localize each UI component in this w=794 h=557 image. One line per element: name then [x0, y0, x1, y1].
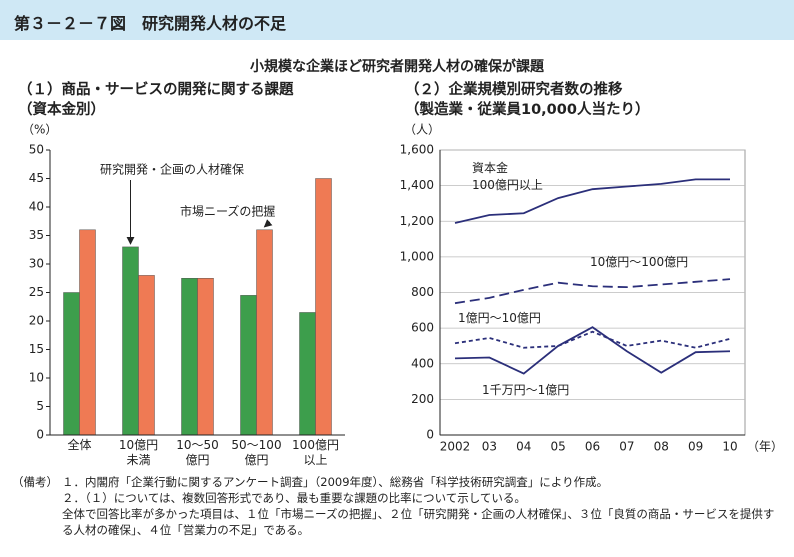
- y-tick-label: 10: [29, 371, 44, 385]
- y-tick-label: 600: [411, 321, 434, 335]
- bar: [256, 229, 273, 436]
- x-tick-label: 全体: [67, 438, 92, 452]
- x-tick-label: 2002: [440, 440, 471, 454]
- bar: [122, 246, 139, 436]
- note-item: １．内閣府「企業行動に関するアンケート調査」（2009年度）、総務省「科学技術研…: [62, 475, 609, 489]
- bar: [197, 278, 214, 436]
- series-label: 10億円～100億円: [590, 255, 689, 269]
- chart-title: （２）企業規模別研究者数の推移 （製造業・従業員10,000人当たり）: [405, 82, 650, 118]
- line-series: [454, 178, 730, 224]
- bar: [79, 229, 96, 436]
- y-tick-label: 800: [411, 285, 434, 299]
- y-tick-label: 1,600: [400, 143, 434, 157]
- y-tick-label: 200: [411, 392, 434, 406]
- line-series: [454, 330, 731, 349]
- bar: [181, 278, 198, 436]
- line-series: [454, 278, 731, 305]
- x-tick-label: 10: [722, 440, 737, 454]
- bar: [138, 275, 155, 436]
- x-tick-label: 50～100 億円: [231, 438, 282, 467]
- header-bar: [0, 0, 794, 40]
- y-tick-label: 5: [36, 399, 44, 413]
- x-tick-label: 06: [585, 440, 600, 454]
- y-tick-label: 400: [411, 356, 434, 370]
- y-tick-label: 45: [29, 171, 44, 185]
- bar: [315, 178, 332, 436]
- y-tick-label: 25: [29, 285, 44, 299]
- y-tick-label: 1,000: [400, 249, 434, 263]
- y-axis-label: （人）: [404, 123, 440, 137]
- y-tick-label: 1,400: [400, 178, 434, 192]
- x-tick-label: 10～50 億円: [176, 438, 219, 467]
- x-axis-label: （年）: [747, 440, 783, 454]
- y-tick-label: 50: [29, 143, 44, 157]
- y-tick-label: 20: [29, 314, 44, 328]
- x-tick-label: 09: [688, 440, 703, 454]
- note-item: ２．（１）については、複数回答形式であり、最も重要な課題の比率について示している…: [62, 491, 775, 537]
- series-label: 資本金 100億円以上: [472, 161, 543, 192]
- y-tick-label: 0: [36, 428, 44, 442]
- y-tick-label: 15: [29, 342, 44, 356]
- x-tick-label: 03: [482, 440, 497, 454]
- figure-title: 第３－２－７図 研究開発人材の不足: [14, 14, 287, 33]
- x-tick-label: 10億円 未満: [118, 438, 159, 467]
- series-label: 市場ニーズの把握: [180, 204, 275, 219]
- x-tick-label: 04: [516, 440, 531, 454]
- x-tick-label: 08: [654, 440, 669, 454]
- y-tick-label: 35: [29, 228, 44, 242]
- y-tick-label: 30: [29, 257, 44, 271]
- x-tick-label: 100億円 以上: [292, 438, 339, 467]
- bar: [240, 295, 257, 436]
- y-tick-label: 1,200: [400, 214, 434, 228]
- x-tick-label: 05: [550, 440, 565, 454]
- series-label: 1億円～10億円: [458, 311, 541, 325]
- series-label: 研究開発・企画の人材確保: [100, 162, 244, 177]
- series-label: 1千万円～1億円: [482, 383, 570, 397]
- line-series: [454, 326, 731, 375]
- subtitle: 小規模な企業ほど研究者開発人材の確保が課題: [250, 59, 544, 75]
- notes-label: （備考）: [12, 475, 58, 489]
- bar: [63, 292, 80, 436]
- x-tick-label: 07: [619, 440, 634, 454]
- notes: （備考） １．内閣府「企業行動に関するアンケート調査」（2009年度）、総務省「…: [12, 474, 782, 538]
- y-axis-label: （%）: [22, 123, 57, 137]
- annotation-arrow: [263, 219, 273, 228]
- chart-title: （１）商品・サービスの開発に関する課題 （資本金別）: [18, 82, 294, 118]
- y-tick-label: 0: [426, 428, 434, 442]
- bar: [299, 312, 316, 436]
- y-tick-label: 40: [29, 200, 44, 214]
